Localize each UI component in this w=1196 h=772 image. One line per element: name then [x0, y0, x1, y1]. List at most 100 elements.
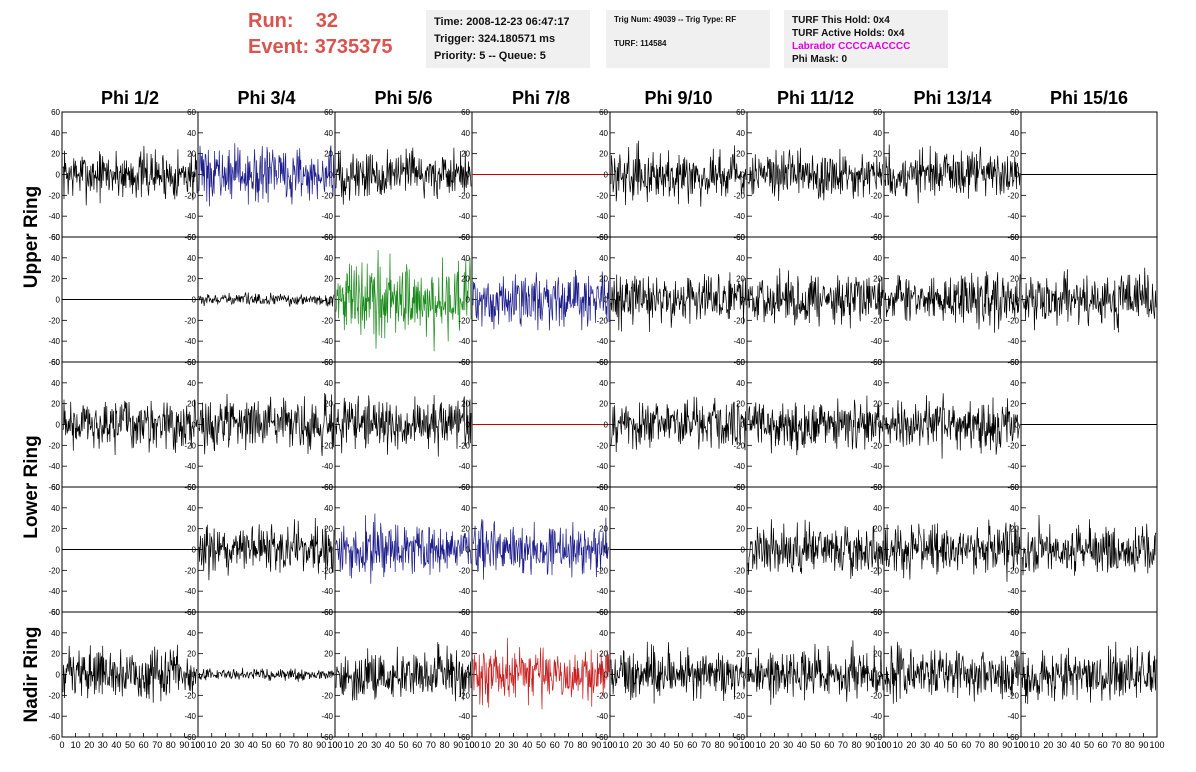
waveform-trace — [747, 268, 884, 329]
y-tick-label: -40 — [184, 212, 196, 221]
column-header: Phi 11/12 — [777, 88, 854, 108]
y-tick-label: 40 — [1010, 254, 1019, 263]
y-tick-label: 40 — [51, 504, 60, 513]
y-tick-label: -20 — [321, 191, 333, 200]
y-tick-label: 0 — [741, 546, 746, 555]
y-tick-label: 0 — [56, 546, 61, 555]
y-tick-label: -60 — [48, 233, 60, 242]
y-tick-label: 20 — [599, 650, 608, 659]
x-tick-label: 60 — [1098, 740, 1108, 750]
y-tick-label: 0 — [741, 296, 746, 305]
y-tick-label: -40 — [733, 587, 745, 596]
x-tick-label: 10 — [756, 740, 766, 750]
y-tick-label: 40 — [599, 254, 608, 263]
y-tick-label: -60 — [870, 733, 882, 742]
y-tick-label: 20 — [461, 400, 470, 409]
y-tick-label: -60 — [48, 733, 60, 742]
waveform-trace — [198, 667, 335, 682]
y-tick-label: 60 — [51, 358, 60, 367]
y-tick-label: 60 — [187, 608, 196, 617]
time-text: Time: 2008-12-23 06:47:17 — [434, 16, 570, 28]
waveform-trace — [610, 140, 747, 207]
x-tick-label: 0 — [1018, 740, 1023, 750]
y-tick-label: 20 — [873, 400, 882, 409]
x-tick-label: 10 — [71, 740, 81, 750]
x-tick-label: 10 — [619, 740, 629, 750]
x-tick-label: 70 — [975, 740, 985, 750]
y-tick-label: -40 — [1007, 587, 1019, 596]
y-tick-label: -60 — [733, 733, 745, 742]
y-tick-label: -20 — [1007, 191, 1019, 200]
y-tick-label: 20 — [324, 400, 333, 409]
y-tick-label: 60 — [873, 483, 882, 492]
y-tick-label: 20 — [736, 275, 745, 284]
y-tick-label: -20 — [733, 316, 745, 325]
y-tick-label: 0 — [466, 296, 471, 305]
y-tick-label: -20 — [733, 441, 745, 450]
subplot-frame — [883, 361, 1022, 488]
y-tick-label: -20 — [184, 566, 196, 575]
y-tick-label: -20 — [48, 566, 60, 575]
y-tick-label: 20 — [187, 525, 196, 534]
y-tick-label: 40 — [187, 504, 196, 513]
y-tick-label: 40 — [51, 629, 60, 638]
y-tick-label: 20 — [51, 400, 60, 409]
y-tick-label: 20 — [1010, 400, 1019, 409]
y-tick-label: 60 — [736, 483, 745, 492]
y-tick-label: -40 — [733, 712, 745, 721]
x-tick-label: 20 — [632, 740, 642, 750]
waveform-trace — [610, 272, 747, 332]
y-tick-label: 20 — [736, 525, 745, 534]
run-event-box: Run: 32 Event: 3735375 — [248, 8, 393, 60]
y-tick-label: 40 — [187, 379, 196, 388]
x-tick-label: 70 — [426, 740, 436, 750]
y-tick-label: 20 — [736, 150, 745, 159]
y-tick-label: 0 — [466, 546, 471, 555]
y-tick-label: 20 — [873, 525, 882, 534]
y-tick-label: 60 — [599, 108, 608, 117]
y-tick-label: 40 — [461, 504, 470, 513]
waveform-trace — [472, 269, 610, 331]
y-tick-label: 60 — [461, 358, 470, 367]
y-tick-label: -60 — [321, 733, 333, 742]
y-tick-label: -40 — [596, 462, 608, 471]
y-tick-label: 0 — [329, 421, 334, 430]
y-tick-label: -40 — [1007, 462, 1019, 471]
x-tick-label: 70 — [289, 740, 299, 750]
y-tick-label: 20 — [599, 525, 608, 534]
x-tick-label: 50 — [125, 740, 135, 750]
y-tick-label: -20 — [458, 566, 470, 575]
x-tick-label: 0 — [469, 740, 474, 750]
y-tick-label: 20 — [51, 525, 60, 534]
y-tick-label: 60 — [1010, 233, 1019, 242]
y-tick-label: 0 — [604, 546, 609, 555]
y-tick-label: -40 — [596, 712, 608, 721]
y-tick-label: 20 — [599, 400, 608, 409]
y-tick-label: -40 — [321, 712, 333, 721]
y-tick-label: 40 — [736, 629, 745, 638]
turf-active-holds-text: TURF Active Holds: 0x4 — [792, 28, 905, 39]
x-tick-label: 0 — [59, 740, 64, 750]
y-tick-label: -40 — [596, 587, 608, 596]
y-tick-label: 0 — [56, 296, 61, 305]
y-tick-label: 60 — [324, 358, 333, 367]
event-label: Event: — [248, 36, 310, 58]
y-tick-label: 40 — [736, 504, 745, 513]
x-tick-label: 30 — [98, 740, 108, 750]
x-tick-label: 80 — [715, 740, 725, 750]
ring-label: Nadir Ring — [21, 626, 42, 722]
y-tick-label: -40 — [1007, 337, 1019, 346]
y-tick-label: 40 — [187, 129, 196, 138]
y-tick-label: 20 — [1010, 275, 1019, 284]
y-tick-label: 40 — [599, 504, 608, 513]
x-tick-label: 100 — [876, 740, 891, 750]
y-tick-label: -20 — [596, 566, 608, 575]
y-tick-label: 60 — [873, 358, 882, 367]
y-tick-label: -40 — [48, 712, 60, 721]
x-tick-label: 50 — [673, 740, 683, 750]
y-tick-label: -20 — [733, 191, 745, 200]
y-tick-label: 60 — [324, 108, 333, 117]
y-tick-label: 0 — [329, 171, 334, 180]
y-tick-label: -60 — [48, 358, 60, 367]
waveform-trace — [610, 641, 747, 704]
